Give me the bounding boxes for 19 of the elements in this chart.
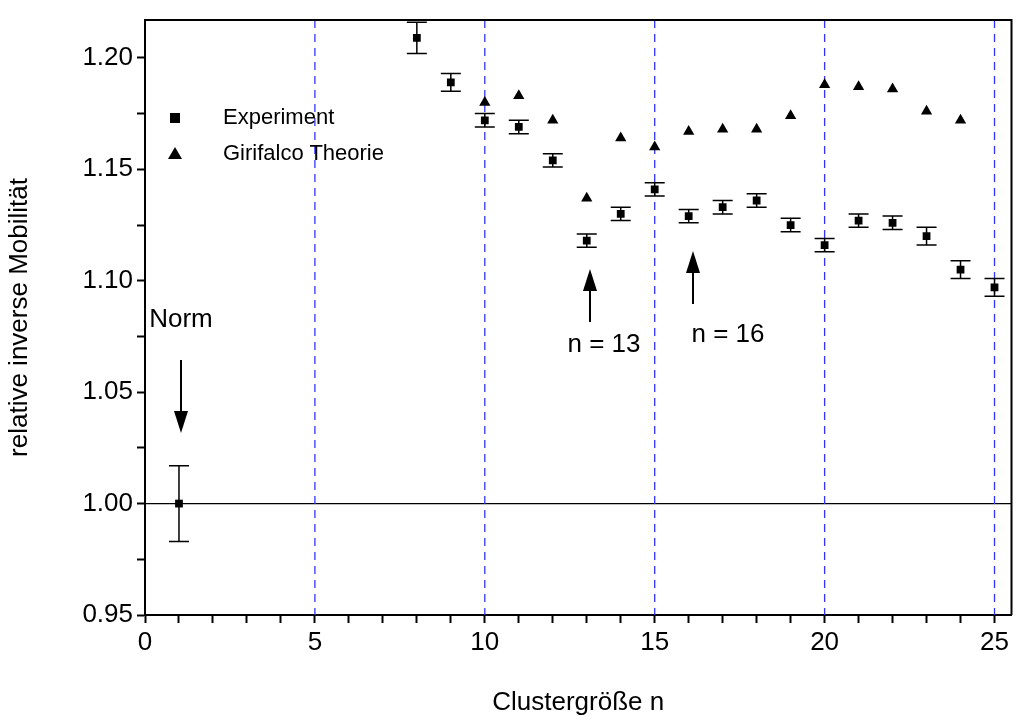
x-axis-title: Clustergröße n: [492, 685, 665, 716]
annotation: n = 16: [691, 318, 765, 349]
x-tick-label: 10: [470, 625, 500, 656]
y-axis-title: relative inverse Mobilität: [2, 177, 33, 457]
legend-label: Experiment: [223, 104, 335, 130]
y-tick-label: 1.00: [82, 486, 133, 517]
annotation: n = 13: [567, 328, 641, 359]
x-tick-label: 20: [810, 625, 840, 656]
x-tick-label: 5: [307, 625, 323, 656]
x-tick-label: 25: [980, 625, 1009, 656]
y-tick-label: 1.05: [82, 375, 133, 406]
legend-label: Girifalco Theorie: [223, 140, 384, 166]
y-tick-label: 1.15: [82, 152, 133, 183]
y-tick-label: 0.95: [82, 598, 133, 629]
y-tick-label: 1.10: [82, 263, 133, 294]
y-tick-label: 1.20: [82, 41, 133, 72]
x-tick-label: 15: [640, 625, 670, 656]
annotation: Norm: [149, 303, 213, 334]
x-tick-label: 0: [137, 625, 153, 656]
